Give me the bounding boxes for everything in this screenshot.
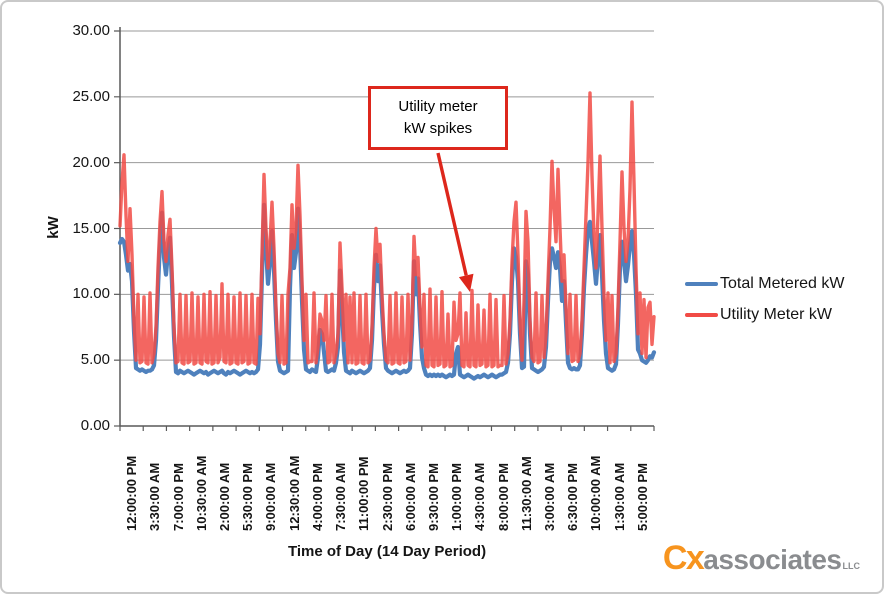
y-axis-tick-label: 0.00 xyxy=(80,417,110,434)
logo-main: associates xyxy=(703,544,842,575)
x-axis-tick-label: 6:30:00 PM xyxy=(565,463,581,531)
x-axis-title: Time of Day (14 Day Period) xyxy=(287,543,487,560)
x-axis-tick-label: 1:30:00 AM xyxy=(611,462,627,531)
x-axis-tick-label: 10:00:00 AM xyxy=(588,455,604,531)
x-axis-tick-label: 5:00:00 PM xyxy=(634,463,650,531)
annotation-text-line1: Utility meter xyxy=(398,98,478,116)
axis-ticks xyxy=(114,30,655,431)
legend-item-total-metered: Total Metered kW xyxy=(685,268,844,299)
legend: Total Metered kW Utility Meter kW xyxy=(685,268,844,330)
x-axis-tick-label: 11:00:00 PM xyxy=(356,456,372,531)
x-axis-tick-label: 6:00:00 AM xyxy=(402,462,418,531)
x-axis-tick-label: 10:30:00 AM xyxy=(193,455,209,531)
x-axis-tick-label: 8:00:00 PM xyxy=(495,463,511,531)
x-axis-tick-label: 11:30:00 AM xyxy=(518,456,534,531)
cx-associates-logo: Cx associates LLC xyxy=(663,539,860,578)
y-axis-tick-label: 15.00 xyxy=(72,219,110,237)
utility-meter-line-swatch xyxy=(685,312,718,317)
annotation-text-line2: kW spikes xyxy=(403,120,473,137)
x-axis-tick-label: 4:00:00 PM xyxy=(309,463,325,531)
y-axis-title: kW xyxy=(44,216,62,239)
y-axis-tick-label: 10.00 xyxy=(72,285,110,303)
x-axis-tick-label: 12:00:00 PM xyxy=(124,455,140,531)
logo-suffix: LLC xyxy=(842,561,861,571)
x-axis-tick-label: 9:30:00 PM xyxy=(425,463,441,531)
x-axis-tick-label: 3:00:00 AM xyxy=(542,462,558,531)
x-axis-tick-label: 9:00:00 AM xyxy=(263,462,279,531)
total-metered-line-swatch xyxy=(685,281,718,286)
legend-item-utility-meter: Utility Meter kW xyxy=(685,299,844,330)
annotation-arrow xyxy=(436,152,474,292)
y-axis-tick-label: 25.00 xyxy=(72,87,110,105)
logo-prefix: Cx xyxy=(662,539,705,577)
x-axis-tick-label: 7:30:00 AM xyxy=(333,462,349,531)
y-axis-tick-label: 5.00 xyxy=(80,351,110,369)
x-axis-tick-label: 5:30:00 PM xyxy=(240,463,256,531)
annotation-callout: Utility meter kW spikes xyxy=(368,86,508,150)
y-axis-tick-label: 20.00 xyxy=(72,153,110,171)
x-axis-tick-label: 7:00:00 PM xyxy=(170,463,186,531)
utility-meter-series-line xyxy=(118,91,656,369)
x-axis-tick-label: 3:30:00 AM xyxy=(147,462,163,531)
x-axis-tick-label: 2:30:00 PM xyxy=(379,463,395,531)
series-lines xyxy=(117,91,657,381)
x-axis-tick-label: 4:30:00 AM xyxy=(472,462,488,531)
legend-label: Utility Meter kW xyxy=(720,305,832,323)
x-axis-tick-label: 1:00:00 PM xyxy=(449,463,465,531)
legend-label: Total Metered kW xyxy=(720,274,845,292)
x-axis-tick-label: 12:30:00 AM xyxy=(286,455,302,531)
x-axis-tick-label: 2:00:00 AM xyxy=(216,462,232,531)
y-axis-tick-label: 30.00 xyxy=(72,22,110,39)
